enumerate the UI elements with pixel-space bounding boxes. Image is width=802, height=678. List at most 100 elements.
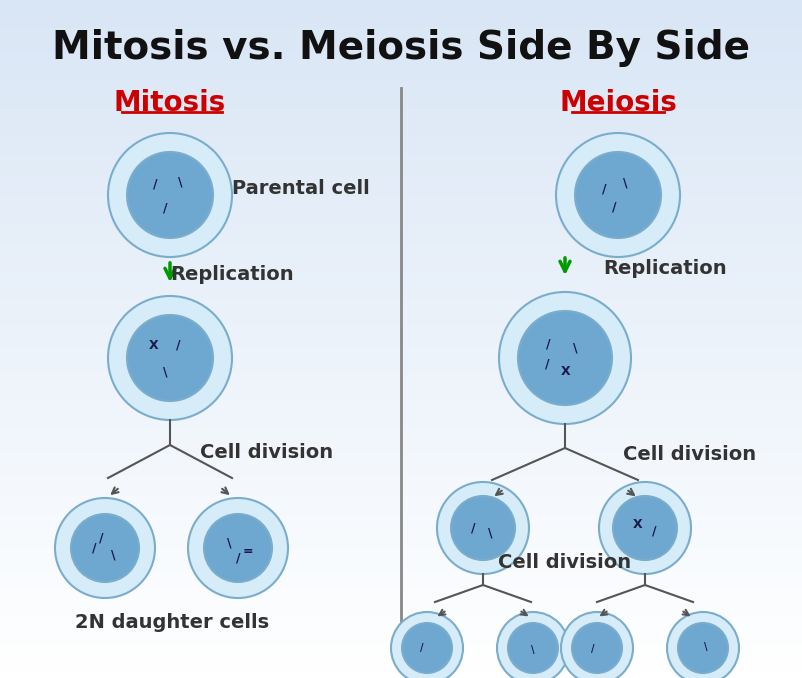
Bar — [0, 515, 802, 522]
Bar — [0, 305, 802, 312]
Circle shape — [127, 315, 213, 401]
Bar — [0, 68, 802, 75]
Bar — [0, 427, 802, 434]
Bar — [0, 583, 802, 590]
Bar — [0, 47, 802, 54]
Bar — [0, 129, 802, 136]
Text: /: / — [152, 178, 157, 191]
Bar — [0, 34, 802, 41]
Bar — [0, 576, 802, 583]
Bar — [0, 536, 802, 542]
Circle shape — [561, 612, 632, 678]
Circle shape — [496, 612, 569, 678]
Circle shape — [517, 311, 611, 405]
Text: =: = — [242, 545, 253, 558]
Circle shape — [127, 152, 213, 238]
Circle shape — [598, 482, 691, 574]
Bar — [0, 81, 802, 88]
Text: \: \ — [573, 341, 577, 354]
Bar — [0, 237, 802, 244]
Text: /: / — [236, 552, 240, 565]
Text: /: / — [545, 338, 550, 351]
Bar — [0, 346, 802, 353]
Bar — [0, 488, 802, 495]
Bar — [0, 631, 802, 637]
Bar — [0, 258, 802, 264]
Bar — [0, 454, 802, 461]
Bar — [0, 671, 802, 678]
Text: X: X — [148, 340, 158, 353]
Circle shape — [666, 612, 738, 678]
Bar — [0, 170, 802, 176]
Bar — [0, 380, 802, 386]
Bar — [0, 522, 802, 529]
Bar — [0, 7, 802, 14]
Text: Meiosis: Meiosis — [558, 89, 676, 117]
Text: /: / — [163, 201, 168, 214]
Bar — [0, 312, 802, 319]
Bar — [0, 556, 802, 563]
Circle shape — [204, 514, 272, 582]
Bar — [0, 414, 802, 420]
Bar — [0, 400, 802, 407]
Bar — [0, 197, 802, 203]
Bar — [0, 156, 802, 163]
Circle shape — [436, 482, 529, 574]
Circle shape — [508, 623, 557, 673]
Circle shape — [612, 496, 676, 560]
Text: Cell division: Cell division — [622, 445, 755, 464]
Bar — [0, 549, 802, 556]
Bar — [0, 20, 802, 27]
Bar — [0, 149, 802, 156]
Bar — [0, 570, 802, 576]
Bar — [0, 163, 802, 170]
Bar — [0, 115, 802, 122]
Bar — [0, 617, 802, 624]
Bar — [0, 298, 802, 305]
Bar — [0, 590, 802, 597]
Bar — [0, 54, 802, 61]
Circle shape — [188, 498, 288, 598]
Bar — [0, 217, 802, 224]
Text: /: / — [611, 201, 616, 214]
Bar — [0, 366, 802, 373]
Bar — [0, 475, 802, 481]
Text: \: \ — [178, 176, 183, 188]
Bar — [0, 27, 802, 34]
Text: 2N daughter cells: 2N daughter cells — [75, 612, 269, 631]
Bar — [0, 434, 802, 441]
Bar — [0, 461, 802, 468]
Text: \: \ — [531, 645, 534, 656]
Bar — [0, 339, 802, 346]
Text: Parental cell: Parental cell — [232, 178, 370, 197]
Bar — [0, 373, 802, 380]
Bar — [0, 420, 802, 427]
Bar — [0, 393, 802, 400]
Text: Cell division: Cell division — [200, 443, 333, 462]
Circle shape — [402, 623, 452, 673]
Bar — [0, 529, 802, 536]
Bar — [0, 0, 802, 7]
Circle shape — [71, 514, 139, 582]
Bar — [0, 441, 802, 447]
Text: Replication: Replication — [170, 266, 294, 285]
Circle shape — [55, 498, 155, 598]
Bar — [0, 651, 802, 658]
Bar — [0, 664, 802, 671]
Bar — [0, 142, 802, 149]
Bar — [0, 244, 802, 251]
Bar — [0, 95, 802, 102]
Bar — [0, 495, 802, 502]
Bar — [0, 319, 802, 325]
Text: Mitosis: Mitosis — [114, 89, 226, 117]
Bar — [0, 102, 802, 108]
Bar — [0, 603, 802, 610]
Circle shape — [677, 623, 727, 673]
Circle shape — [451, 496, 514, 560]
Bar — [0, 183, 802, 190]
Bar — [0, 14, 802, 20]
Bar — [0, 136, 802, 142]
Bar — [0, 285, 802, 292]
Bar — [0, 190, 802, 197]
Bar — [0, 231, 802, 237]
